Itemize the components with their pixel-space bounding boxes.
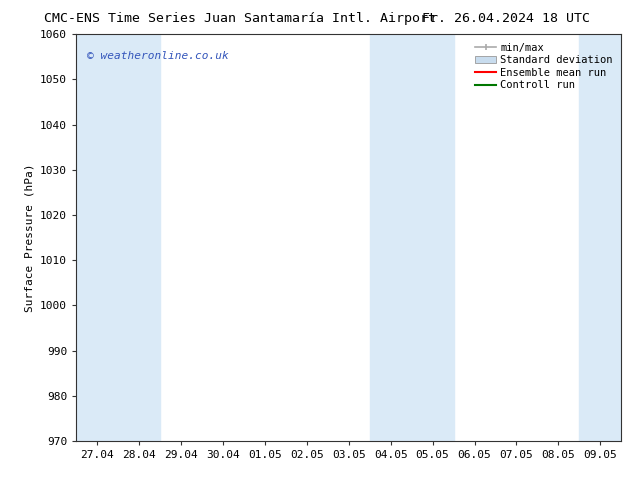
Bar — [579, 34, 621, 441]
Legend: min/max, Standard deviation, Ensemble mean run, Controll run: min/max, Standard deviation, Ensemble me… — [472, 40, 616, 94]
Text: CMC-ENS Time Series Juan Santamaría Intl. Airport: CMC-ENS Time Series Juan Santamaría Intl… — [44, 12, 436, 25]
Bar — [370, 34, 453, 441]
Bar — [76, 34, 160, 441]
Y-axis label: Surface Pressure (hPa): Surface Pressure (hPa) — [25, 163, 34, 312]
Text: Fr. 26.04.2024 18 UTC: Fr. 26.04.2024 18 UTC — [422, 12, 590, 25]
Text: © weatheronline.co.uk: © weatheronline.co.uk — [87, 50, 229, 61]
